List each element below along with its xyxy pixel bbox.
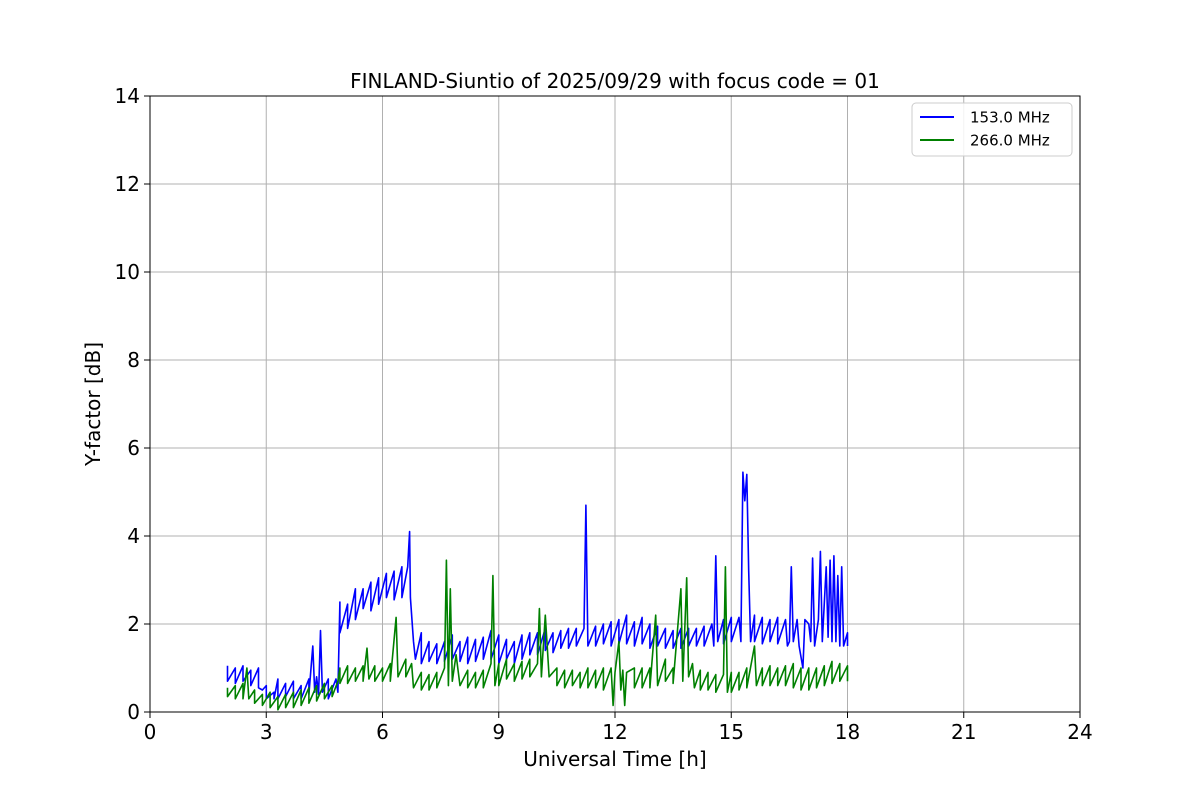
series-line-266mhz: [226, 559, 849, 711]
x-axis-label: Universal Time [h]: [523, 747, 706, 771]
y-tick-label: 14: [115, 84, 140, 108]
x-tick-label: 15: [719, 720, 744, 744]
legend-label-266mhz: 266.0 MHz: [970, 132, 1050, 150]
series-line-153mhz: [226, 471, 849, 700]
y-axis-label: Y-factor [dB]: [81, 342, 105, 467]
legend: 153.0 MHz 266.0 MHz: [911, 102, 1073, 157]
plot-series: [226, 471, 849, 711]
chart-title: FINLAND-Siuntio of 2025/09/29 with focus…: [350, 69, 880, 93]
x-tick-label: 6: [376, 720, 389, 744]
x-tick-label: 12: [602, 720, 627, 744]
x-tick-label: 9: [492, 720, 505, 744]
legend-label-153mhz: 153.0 MHz: [970, 109, 1050, 127]
y-tick-label: 0: [127, 700, 140, 724]
y-tick-label: 12: [115, 172, 140, 196]
x-tick-label: 21: [951, 720, 976, 744]
y-tick-label: 8: [127, 348, 140, 372]
x-tick-label: 3: [260, 720, 273, 744]
y-tick-label: 6: [127, 436, 140, 460]
x-tick-label: 18: [835, 720, 860, 744]
y-tick-label: 4: [127, 524, 140, 548]
x-tick-label: 24: [1067, 720, 1092, 744]
y-tick-label: 10: [115, 260, 140, 284]
x-tick-label: 0: [144, 720, 157, 744]
y-tick-label: 2: [127, 612, 140, 636]
